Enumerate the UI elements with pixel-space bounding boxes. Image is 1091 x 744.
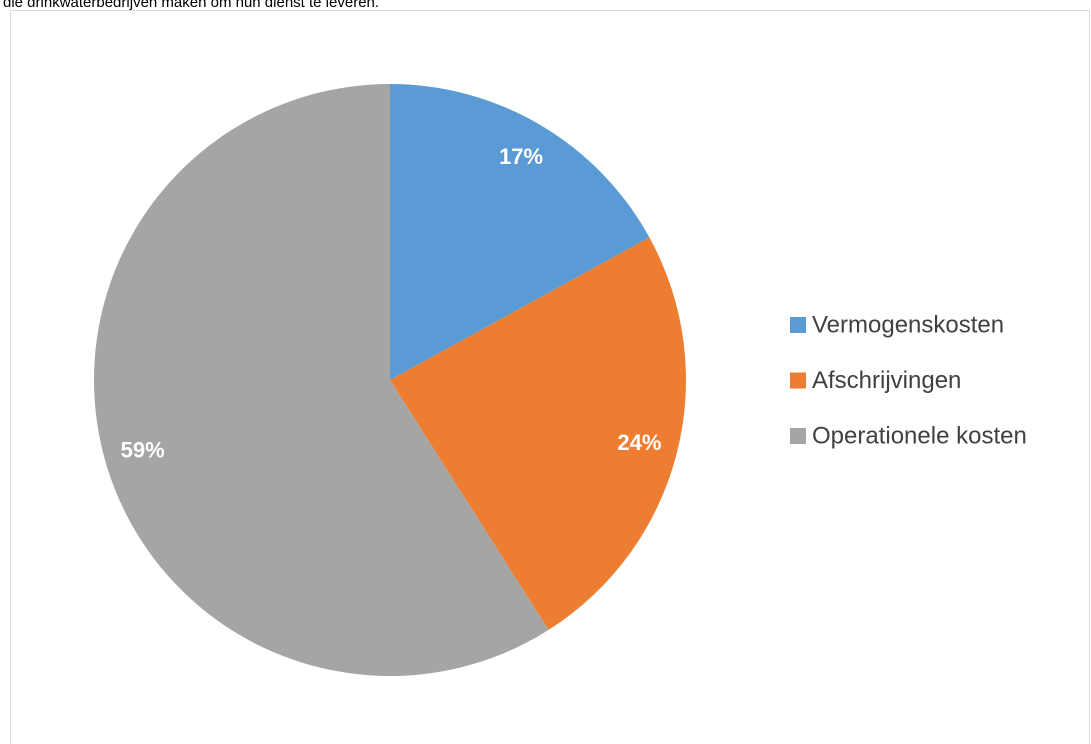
pie-slice	[390, 237, 687, 630]
legend-swatch	[790, 428, 806, 444]
chart-border	[10, 10, 1090, 744]
caption: die drinkwaterbedrijven maken om hun die…	[3, 0, 379, 11]
legend-label: Afschrijvingen	[812, 367, 961, 394]
pie-slice	[390, 84, 650, 380]
legend-swatch	[790, 317, 806, 333]
data-label: 24%	[617, 430, 661, 455]
legend-label: Operationele kosten	[812, 422, 1027, 449]
legend-swatch	[790, 372, 806, 389]
data-label: 59%	[121, 438, 165, 463]
pie-slice	[94, 84, 549, 676]
legend-label: Vermogenskosten	[812, 311, 1004, 338]
data-label: 17%	[499, 144, 543, 169]
